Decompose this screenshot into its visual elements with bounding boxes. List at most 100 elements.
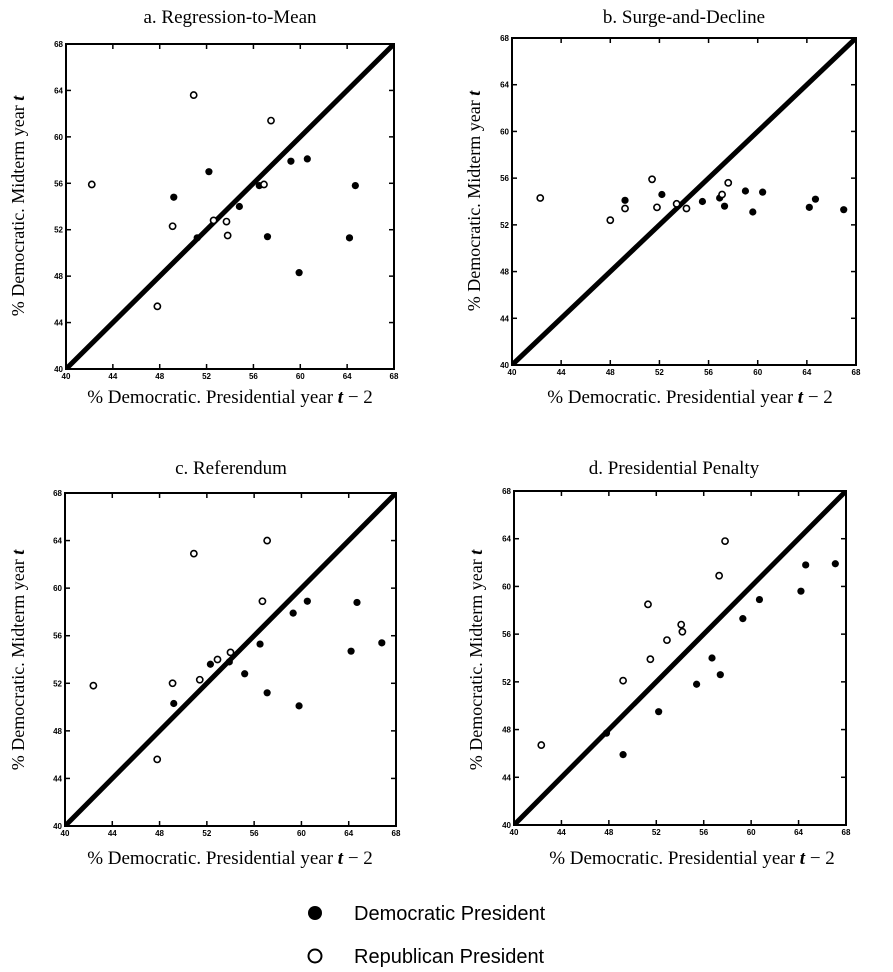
panel-title: b. Surge-and-Decline bbox=[603, 7, 765, 28]
point-democratic bbox=[303, 597, 311, 605]
panel-title: c. Referendum bbox=[175, 458, 287, 479]
x-tick-label: 52 bbox=[655, 368, 664, 377]
legend-label-democratic: Democratic President bbox=[354, 903, 546, 925]
x-tick-label: 68 bbox=[842, 828, 851, 837]
point-republican bbox=[189, 91, 198, 99]
point-republican bbox=[663, 636, 671, 645]
y-tick-label: 56 bbox=[500, 174, 509, 183]
x-tick-label: 40 bbox=[510, 828, 519, 837]
point-republican bbox=[226, 648, 235, 657]
point-republican bbox=[619, 676, 627, 685]
diagonal-reference-line-group bbox=[66, 44, 394, 369]
point-democratic bbox=[256, 640, 264, 648]
data-points-group bbox=[536, 175, 848, 225]
ticks-group: 40 44 48 52 56 60 64 68 40 44 48 52 56 60 64 68 bbox=[500, 34, 861, 377]
point-democratic bbox=[235, 202, 243, 211]
point-republican bbox=[87, 180, 96, 189]
point-democratic bbox=[739, 615, 747, 623]
y-tick-label: 52 bbox=[502, 678, 511, 687]
panel-title: d. Presidential Penalty bbox=[589, 458, 760, 479]
x-tick-label: 40 bbox=[61, 829, 70, 838]
legend-marker-democratic bbox=[308, 906, 322, 920]
point-republican bbox=[213, 655, 222, 664]
x-tick-label: 68 bbox=[390, 372, 399, 381]
point-republican bbox=[721, 537, 729, 545]
point-democratic bbox=[716, 671, 724, 679]
data-points-group bbox=[87, 91, 359, 311]
point-democratic bbox=[811, 195, 820, 203]
y-axis-label: % Democratic. Midterm year t bbox=[8, 95, 28, 316]
panel-a: a. Regression-to-Mean 40 44 48 52 56 60 64 6840… bbox=[8, 7, 399, 408]
x-tick-label: 64 bbox=[344, 829, 353, 838]
ticks-group: 40 44 48 52 56 60 64 68 40 44 48 52 56 60 64 68 bbox=[53, 489, 401, 838]
y-tick-label: 44 bbox=[53, 774, 62, 783]
x-tick-label: 68 bbox=[392, 829, 401, 838]
y-tick-label: 64 bbox=[500, 81, 509, 90]
point-democratic bbox=[345, 234, 354, 242]
x-axis-label: % Democratic. Presidential year t − 2 bbox=[87, 387, 373, 408]
point-republican bbox=[606, 216, 615, 225]
point-democratic bbox=[658, 190, 666, 199]
point-republican bbox=[653, 203, 661, 212]
x-tick-label: 44 bbox=[108, 829, 117, 838]
y-tick-label: 52 bbox=[54, 226, 63, 235]
point-democratic bbox=[295, 269, 303, 277]
y-tick-label: 44 bbox=[54, 319, 63, 328]
x-tick-label: 48 bbox=[606, 368, 615, 377]
y-tick-label: 52 bbox=[53, 679, 62, 688]
point-democratic bbox=[170, 699, 178, 708]
data-points-group bbox=[537, 537, 839, 759]
point-republican bbox=[646, 655, 655, 664]
point-democratic bbox=[225, 658, 233, 666]
y-tick-label: 48 bbox=[53, 727, 62, 736]
point-republican bbox=[168, 679, 177, 688]
point-republican bbox=[537, 741, 546, 749]
point-republican bbox=[153, 755, 162, 764]
point-republican bbox=[672, 199, 681, 208]
point-republican bbox=[682, 204, 691, 213]
y-tick-label: 48 bbox=[502, 726, 511, 735]
point-democratic bbox=[205, 168, 213, 176]
point-democratic bbox=[805, 203, 813, 211]
y-axis-label: % Democratic. Midterm year t bbox=[464, 90, 484, 311]
diagonal-reference-line bbox=[514, 491, 846, 825]
point-democratic bbox=[263, 233, 272, 241]
x-tick-label: 52 bbox=[202, 829, 211, 838]
point-democratic bbox=[708, 654, 716, 662]
y-tick-label: 60 bbox=[53, 584, 62, 593]
x-tick-label: 56 bbox=[699, 828, 708, 837]
legend: Democratic President Republican Presiden… bbox=[307, 903, 546, 968]
point-republican bbox=[89, 681, 98, 690]
x-tick-label: 60 bbox=[747, 828, 756, 837]
y-tick-label: 68 bbox=[53, 489, 62, 498]
point-democratic bbox=[621, 196, 629, 204]
x-tick-label: 44 bbox=[557, 828, 566, 837]
point-democratic bbox=[755, 595, 764, 604]
y-axis-label: % Democratic. Midterm year t bbox=[8, 549, 28, 770]
point-democratic bbox=[263, 689, 271, 697]
point-democratic bbox=[170, 193, 178, 201]
x-tick-label: 56 bbox=[704, 368, 713, 377]
diagonal-reference-line bbox=[66, 44, 394, 369]
point-republican bbox=[677, 620, 686, 629]
point-republican bbox=[222, 217, 231, 226]
point-republican bbox=[678, 627, 687, 636]
y-tick-label: 64 bbox=[54, 86, 63, 95]
x-tick-label: 56 bbox=[249, 372, 258, 381]
point-republican bbox=[621, 204, 629, 213]
x-tick-label: 48 bbox=[155, 372, 164, 381]
legend-marker-republican bbox=[307, 948, 323, 964]
point-democratic bbox=[749, 208, 757, 216]
y-tick-label: 56 bbox=[502, 630, 511, 639]
y-tick-label: 64 bbox=[502, 535, 511, 544]
y-tick-label: 48 bbox=[500, 268, 509, 277]
point-republican bbox=[536, 194, 545, 202]
y-tick-label: 44 bbox=[502, 773, 511, 782]
panel-b: b. Surge-and-Decline 40 44 48 52 56 60 64 68404… bbox=[464, 7, 861, 408]
point-republican bbox=[189, 549, 198, 558]
point-republican bbox=[263, 536, 272, 545]
point-democratic bbox=[720, 202, 729, 210]
point-republican bbox=[153, 302, 162, 311]
plot-frame bbox=[64, 492, 397, 827]
point-republican bbox=[644, 600, 652, 609]
